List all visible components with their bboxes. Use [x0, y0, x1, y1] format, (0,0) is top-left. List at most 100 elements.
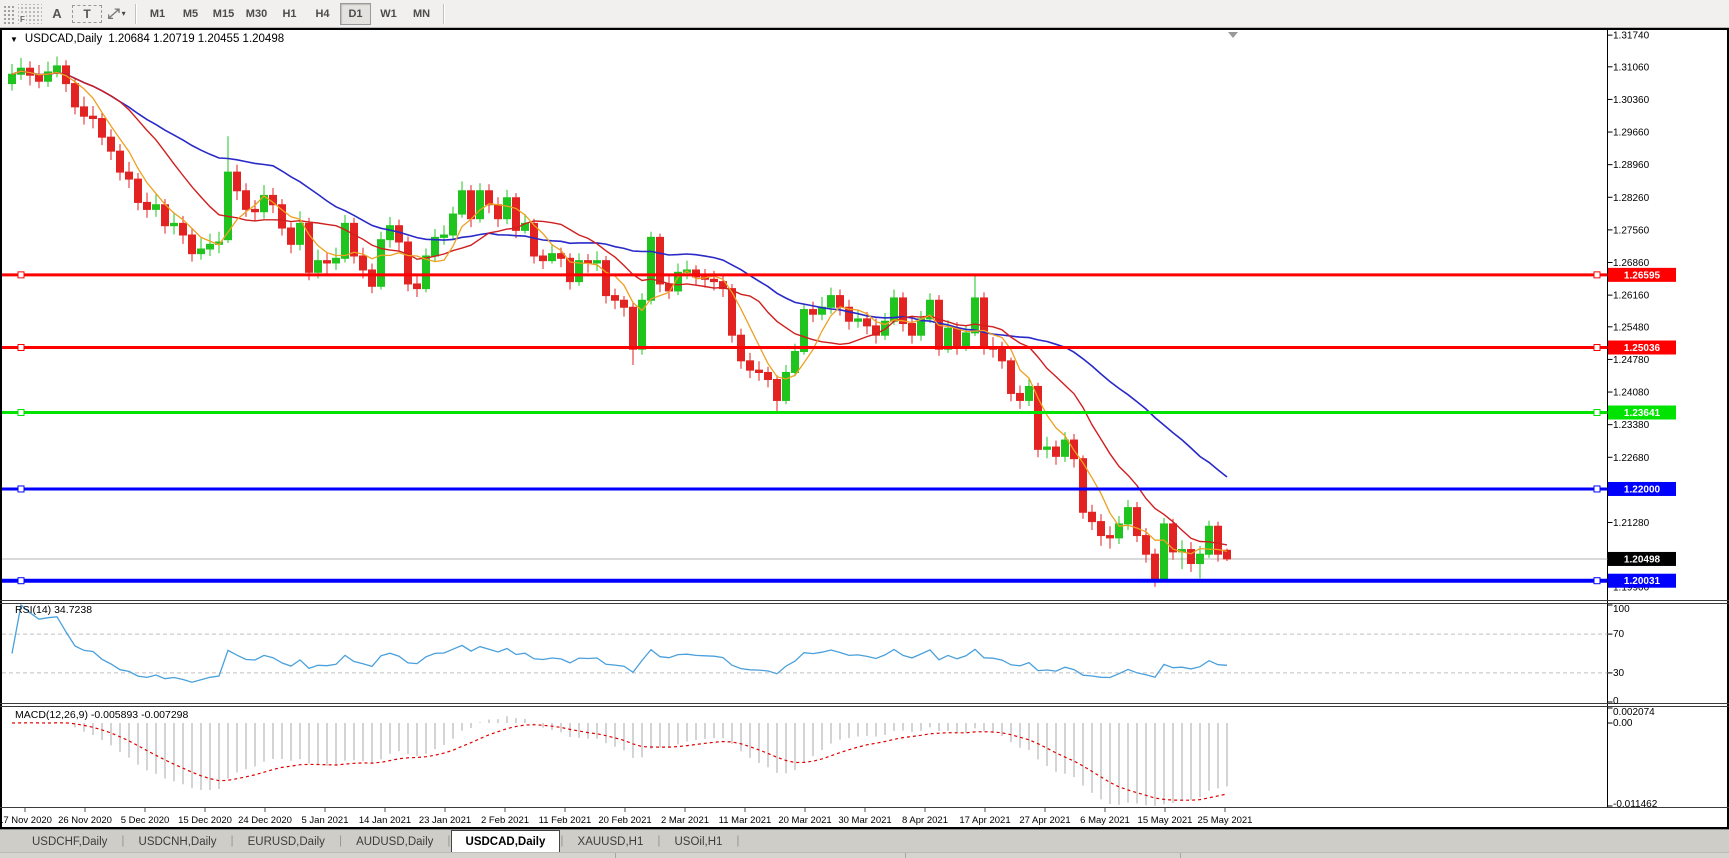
candle-body — [1016, 392, 1024, 401]
candle-body — [620, 299, 628, 308]
timeframe-button-w1[interactable]: W1 — [380, 7, 397, 20]
tab-separator: | — [230, 833, 234, 847]
date-tick-label: 5 Jan 2021 — [301, 815, 348, 826]
candle-body — [143, 201, 151, 210]
candle-body — [368, 269, 376, 287]
macd-signal-line — [11, 722, 1228, 801]
level-handle[interactable] — [17, 577, 25, 585]
level-handle[interactable] — [1593, 577, 1601, 585]
chart-tab-usdcnh[interactable]: USDCNH,Daily — [138, 836, 217, 848]
candle-body — [836, 295, 844, 308]
candle-body — [422, 255, 430, 290]
candle-body — [170, 222, 178, 227]
timeframe-button-d1[interactable]: D1 — [340, 2, 371, 25]
candle-body — [305, 222, 313, 273]
date-tick-label: 30 Mar 2021 — [838, 815, 891, 826]
level-handle[interactable] — [17, 344, 25, 352]
level-handle[interactable] — [17, 485, 25, 493]
level-handle[interactable] — [17, 409, 25, 417]
candle-body — [359, 255, 367, 271]
price-chart-canvas[interactable]: 1.31740 1.31060 1.30360 1.29660 1.28960 1.282… — [0, 28, 1729, 829]
symbol-dropdown-icon[interactable]: ▼ — [10, 34, 18, 44]
price-tick-label: 1.19900 — [1613, 582, 1650, 593]
candle-body — [278, 204, 286, 229]
timeframe-button-m1[interactable]: M1 — [149, 7, 166, 20]
timeframe-button-m5[interactable]: M5 — [182, 7, 199, 20]
date-tick-label: 24 Dec 2020 — [238, 815, 292, 826]
level-handle[interactable] — [1593, 409, 1601, 417]
candle-body — [1106, 535, 1114, 539]
level-price-tag-label: 1.25036 — [1624, 343, 1661, 354]
chart-tab-bar: USDCHF,Daily | USDCNH,Daily | EURUSD,Daily | A… — [0, 829, 1729, 852]
candle-body — [1196, 553, 1204, 565]
level-handle[interactable] — [17, 271, 25, 279]
candle-body — [908, 323, 916, 336]
level-price-tag — [1608, 340, 1676, 355]
timeframe-button-m15[interactable]: M15 — [212, 7, 235, 20]
candle-body — [764, 371, 772, 380]
candle-body — [1151, 553, 1159, 581]
macd-tick-label: -0.011462 — [1613, 799, 1658, 810]
candle-body — [251, 208, 259, 213]
candle-body — [467, 190, 475, 220]
date-tick-label: 11 Mar 2021 — [719, 815, 772, 826]
ma-slow-line — [11, 70, 1228, 478]
tab-separator: | — [657, 833, 661, 847]
timeframe-button-h4[interactable]: H4 — [315, 7, 330, 20]
candle-body — [971, 297, 979, 334]
text-tool-icon[interactable]: T — [72, 4, 102, 23]
candle-body — [224, 171, 232, 241]
timeframe-button-m30[interactable]: M30 — [245, 7, 268, 20]
chart-tab-audusd[interactable]: AUDUSD,Daily — [356, 836, 434, 848]
styler-tool-icon[interactable]: ⤢ ▾ — [106, 4, 128, 24]
candle-body — [314, 260, 322, 273]
level-handle[interactable] — [1593, 485, 1601, 493]
price-tick-label: 1.23380 — [1613, 420, 1650, 431]
strip-tick — [615, 853, 616, 858]
level-price-tag-label: 1.20031 — [1624, 576, 1661, 587]
level-price-tag — [1608, 267, 1676, 282]
rsi-line — [11, 603, 1228, 683]
level-handle[interactable] — [1593, 344, 1601, 352]
level-handle[interactable] — [1593, 271, 1601, 279]
chart-tab-eurusd[interactable]: EURUSD,Daily — [247, 836, 325, 848]
candle-body — [512, 197, 520, 231]
level-price-tag — [1608, 405, 1676, 420]
candle-body — [233, 171, 241, 192]
rsi-indicator-label: RSI(14) 34.7238 — [15, 604, 93, 616]
candle-body — [881, 320, 889, 336]
date-tick-label: 8 Apr 2021 — [902, 815, 948, 826]
candle-body — [44, 71, 52, 82]
candle-body — [89, 115, 97, 120]
candle-body — [791, 351, 799, 373]
chart-shift-marker-icon[interactable] — [1228, 32, 1238, 38]
candle-body — [116, 150, 124, 173]
candle-body — [863, 318, 871, 327]
date-tick-label: 11 Feb 2021 — [539, 815, 592, 826]
candle-body — [107, 136, 115, 152]
candle-body — [206, 243, 214, 250]
ma-mid-line — [11, 70, 1228, 546]
candle-body — [548, 253, 556, 262]
chart-tab-usdchf[interactable]: USDCHF,Daily — [32, 836, 108, 848]
date-tick-label: 23 Jan 2021 — [419, 815, 471, 826]
candle-body — [152, 204, 160, 210]
candle-body — [341, 222, 349, 259]
chart-tab-usoil[interactable]: USOil,H1 — [674, 836, 723, 848]
font-tool-icon[interactable]: A — [52, 6, 62, 21]
chart-grid-icon[interactable]: F — [18, 3, 42, 24]
timeframe-button-mn[interactable]: MN — [412, 7, 431, 20]
toolbar-grip-handle[interactable] — [2, 3, 16, 24]
timeframe-button-h1[interactable]: H1 — [282, 7, 297, 20]
candle-body — [1052, 446, 1060, 457]
bottom-scroll-strip[interactable] — [0, 852, 1729, 858]
rsi-tick-label: 100 — [1613, 604, 1630, 615]
candle-body — [1187, 549, 1195, 565]
chart-tab-usdcad[interactable]: USDCAD,Daily — [450, 830, 561, 852]
tab-separator: | — [338, 833, 343, 847]
date-tick-label: 14 Jan 2021 — [359, 815, 411, 826]
chart-tab-xauusd[interactable]: XAUUSD,H1 — [577, 836, 644, 848]
price-tick-label: 1.25480 — [1613, 322, 1650, 333]
candle-body — [557, 253, 565, 259]
